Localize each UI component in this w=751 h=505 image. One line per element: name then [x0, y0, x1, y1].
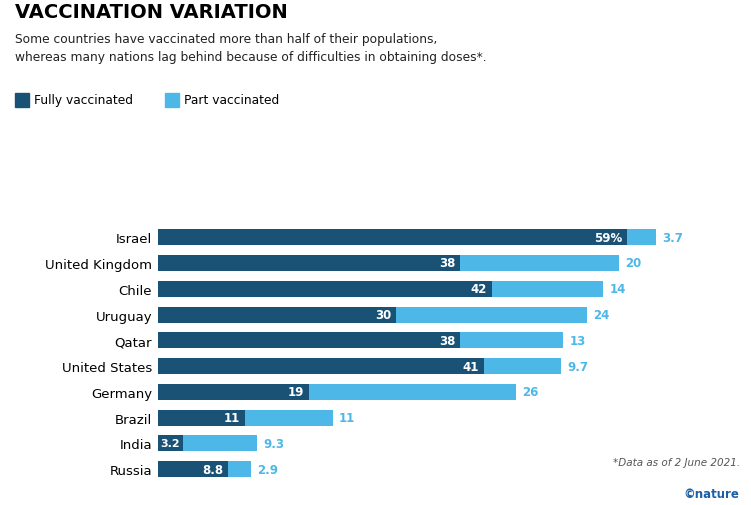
Text: 24: 24 [593, 309, 610, 321]
Bar [484, 359, 561, 374]
Text: Part vaccinated: Part vaccinated [184, 94, 279, 107]
Text: Some countries have vaccinated more than half of their populations,
whereas many: Some countries have vaccinated more than… [15, 33, 487, 64]
Text: 42: 42 [471, 283, 487, 295]
Bar [158, 230, 627, 245]
Text: 41: 41 [463, 360, 479, 373]
Text: Fully vaccinated: Fully vaccinated [34, 94, 133, 107]
Text: 11: 11 [224, 412, 240, 424]
Bar [492, 281, 603, 297]
Text: 38: 38 [439, 334, 455, 347]
Bar [309, 384, 515, 400]
Bar [158, 436, 183, 451]
Bar [158, 281, 492, 297]
Text: 59%: 59% [594, 231, 622, 244]
Text: 9.7: 9.7 [567, 360, 588, 373]
Text: *Data as of 2 June 2021.: *Data as of 2 June 2021. [613, 457, 740, 467]
Text: 38: 38 [439, 257, 455, 270]
Bar [460, 333, 563, 348]
Bar [397, 307, 587, 323]
Bar [245, 410, 333, 426]
Bar [158, 333, 460, 348]
Text: 19: 19 [288, 386, 304, 398]
Bar [158, 359, 484, 374]
Bar [158, 256, 460, 271]
Text: 3.7: 3.7 [662, 231, 683, 244]
Text: 30: 30 [376, 309, 391, 321]
Bar [158, 384, 309, 400]
Text: 26: 26 [522, 386, 538, 398]
Text: 3.2: 3.2 [161, 439, 180, 448]
Text: 11: 11 [339, 412, 355, 424]
Text: ©nature: ©nature [684, 487, 740, 500]
Bar [228, 462, 251, 477]
Text: VACCINATION VARIATION: VACCINATION VARIATION [15, 3, 288, 22]
Bar [158, 462, 228, 477]
Text: 20: 20 [626, 257, 641, 270]
Text: 8.8: 8.8 [202, 463, 223, 476]
Bar [158, 410, 245, 426]
Bar [158, 307, 397, 323]
Text: 14: 14 [609, 283, 626, 295]
Text: 13: 13 [569, 334, 586, 347]
Text: 2.9: 2.9 [257, 463, 278, 476]
Text: 9.3: 9.3 [264, 437, 285, 450]
Bar [627, 230, 656, 245]
Bar [183, 436, 257, 451]
Bar [460, 256, 619, 271]
